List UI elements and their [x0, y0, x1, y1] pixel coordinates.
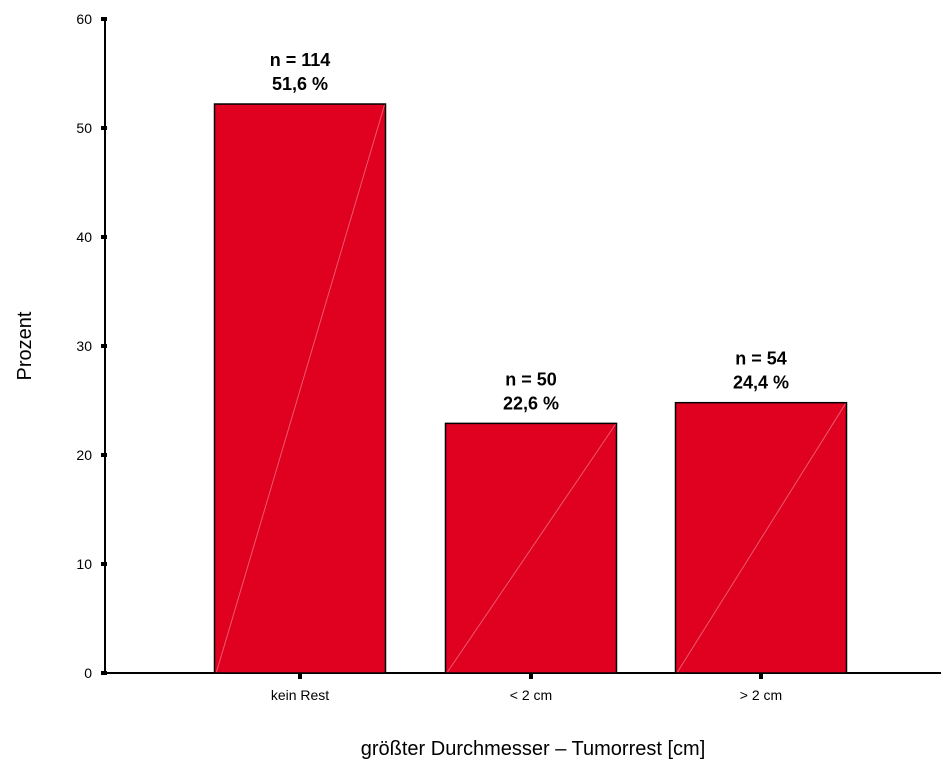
bar-n-label: n = 50: [505, 369, 557, 389]
y-tick: [101, 562, 107, 566]
y-axis-label: Prozent: [14, 311, 36, 380]
y-tick: [101, 17, 107, 21]
bar-n-label: n = 114: [270, 50, 331, 70]
y-tick: [101, 344, 107, 348]
y-tick-label: 10: [76, 556, 92, 572]
y-tick: [101, 453, 107, 457]
bar-diagonal: [447, 424, 616, 673]
y-tick-label: 0: [84, 665, 92, 681]
x-tick-label: kein Rest: [271, 687, 329, 703]
bar: [213, 103, 387, 674]
x-tick-label: > 2 cm: [740, 687, 782, 703]
x-tick: [759, 673, 763, 679]
y-tick-label: 50: [76, 120, 92, 136]
bar-percent-label: 22,6 %: [503, 393, 559, 413]
x-axis-label: größter Durchmesser – Tumorrest [cm]: [361, 738, 706, 760]
y-tick-label: 30: [76, 338, 92, 354]
y-tick-label: 20: [76, 447, 92, 463]
bar-diagonal: [216, 104, 385, 673]
bar-n-label: n = 54: [735, 349, 787, 369]
bar-diagonal: [677, 403, 846, 673]
y-tick-label: 60: [76, 11, 92, 27]
x-tick: [298, 673, 302, 679]
y-tick: [101, 126, 107, 130]
bar: [444, 422, 618, 674]
x-tick-label: < 2 cm: [510, 687, 552, 703]
y-tick: [101, 235, 107, 239]
x-tick: [529, 673, 533, 679]
data-labels: n = 114 51,6 % n = 50 22,6 % n = 54 24,4 %: [270, 50, 789, 413]
y-tick-label: 40: [76, 229, 92, 245]
y-tick: [101, 671, 107, 675]
bar-percent-label: 24,4 %: [733, 373, 789, 393]
bar: [674, 401, 848, 674]
bars: [213, 103, 848, 674]
bar-percent-label: 51,6 %: [272, 74, 328, 94]
